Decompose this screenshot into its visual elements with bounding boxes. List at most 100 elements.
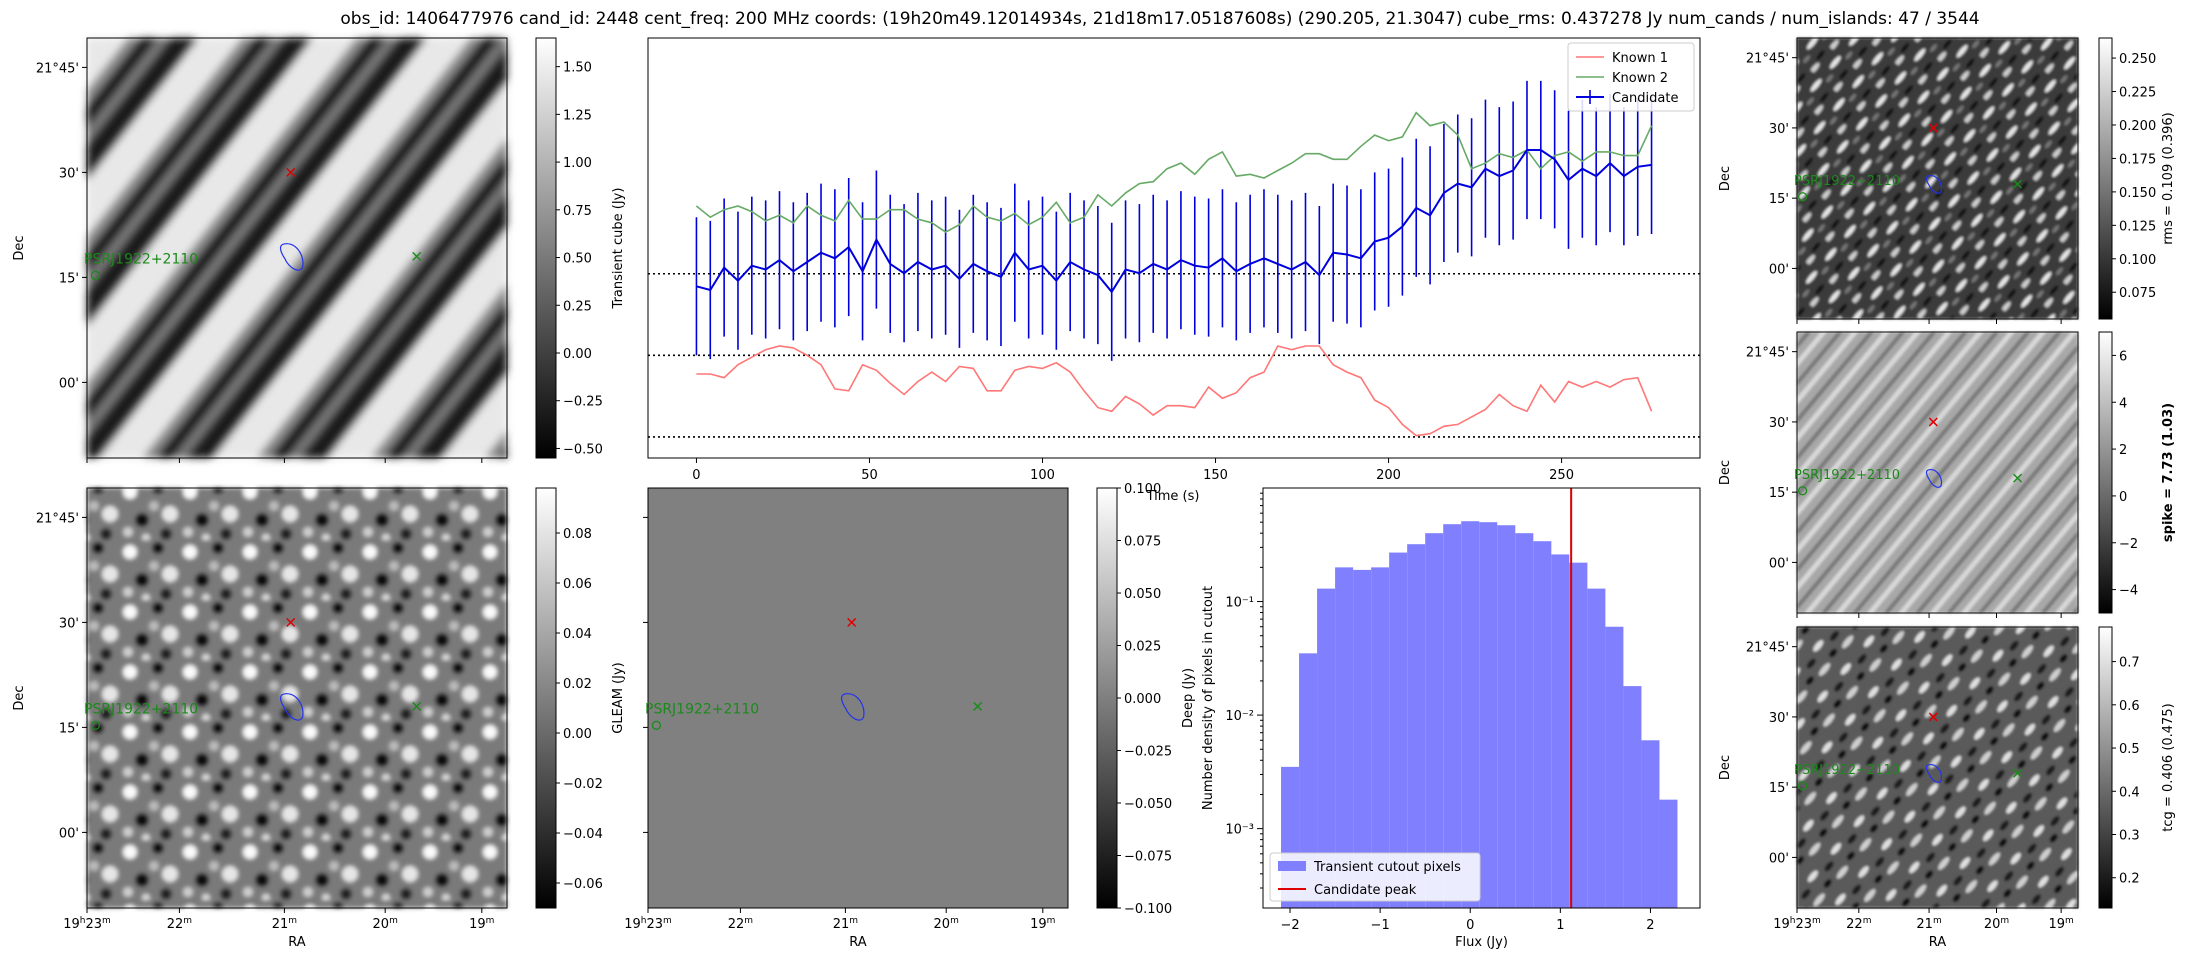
colorbar [2098, 37, 2113, 320]
histogram-bar [1461, 521, 1480, 908]
colorbar-tick-label: 0.2 [2119, 872, 2140, 887]
flux-histogram-chart: −2 −1 0 1 2 10⁻¹ 10⁻² 10⁻³ Flux (Jy) Number densi… [1201, 487, 1701, 950]
colorbar-tick-label: 0.100 [1124, 482, 1161, 497]
ra-tick-label: 22m [167, 916, 192, 932]
y-axis-label: Transient cube (Jy) [611, 188, 626, 310]
psr-source-label: PSRJ1922+2110 [1794, 174, 1900, 189]
known-source-green-x [2013, 768, 2023, 778]
dec-axis-label: Dec [12, 685, 27, 710]
colorbar-tick-label: 4 [2119, 396, 2127, 411]
colorbar-tick-label: 0.06 [563, 577, 592, 592]
ra-tick-label: 21m [833, 916, 858, 932]
ra-tick-label: 20m [373, 916, 398, 932]
psr-source-label: PSRJ1922+2110 [645, 701, 759, 717]
histogram-bar [1605, 626, 1624, 908]
x-tick-label: 0 [692, 468, 700, 483]
colorbar-tick-label: 0.050 [1124, 587, 1161, 602]
dec-axis-label: Dec [1718, 166, 1733, 191]
colorbar [535, 37, 557, 459]
image-frame [1796, 37, 2079, 320]
colorbar-tick-label: −0.100 [1124, 902, 1172, 917]
figure-title: obs_id: 1406477976 cand_id: 2448 cent_fr… [340, 9, 1979, 29]
legend-label: Known 1 [1612, 51, 1668, 66]
dec-tick-label: 30' [1769, 416, 1789, 431]
ra-tick-label: 20m [1984, 916, 2009, 932]
colorbar-tick-label: 1.25 [563, 108, 592, 123]
colorbar-tick-label: −0.06 [563, 877, 603, 892]
colorbar-tick-label: 2 [2119, 443, 2127, 458]
dec-tick-label: 15' [1769, 781, 1789, 796]
x-tick-label: 1 [1556, 918, 1564, 933]
candidate-island-contour [840, 693, 865, 721]
dec-tick-label: 15' [59, 271, 79, 286]
known-source-green-x [2013, 179, 2023, 189]
series-line-candidate [696, 149, 1652, 294]
ra-axis-label: RA [1929, 935, 1947, 950]
ra-tick-label: 19m [469, 916, 494, 932]
histogram-bar [1551, 554, 1570, 908]
image-panel-spike-overlay: PSRJ1922+2110 21°45' 30' 15' 00' Dec 6 4 2 0 −2 −4 s… [1718, 331, 2176, 618]
colorbar-tick-label: 0.075 [1124, 535, 1161, 550]
colorbar-label-spike: spike = 7.73 (1.03) [2161, 403, 2176, 542]
ra-tick-label: 19h23m [63, 916, 111, 932]
x-axis-label: Flux (Jy) [1455, 935, 1508, 950]
x-axis-label: Time (s) [1146, 489, 1200, 504]
colorbar-tick-label: 0.4 [2119, 785, 2140, 800]
dec-tick-label: 00' [1769, 262, 1789, 277]
colorbar-tick-label: 0.025 [1124, 640, 1161, 655]
colorbar-tick-label: 0.225 [2119, 86, 2156, 101]
x-tick-label: 250 [1549, 468, 1574, 483]
dec-tick-label: 21°45' [1746, 52, 1789, 67]
histogram-bar [1371, 567, 1390, 908]
histogram-bar [1587, 588, 1606, 908]
psr-green-circle [1797, 781, 1808, 791]
image-frame [1796, 331, 2079, 614]
image-frame [86, 37, 508, 459]
x-tick-label: 0 [1466, 918, 1474, 933]
legend-label: Candidate [1612, 91, 1678, 106]
image-frame [1796, 626, 2079, 909]
histogram-bar [1659, 799, 1678, 908]
colorbar-tick-label: −0.25 [563, 395, 603, 410]
ra-tick-label: 21m [1916, 916, 1941, 932]
candidate-island-contour [1925, 469, 1943, 488]
candidate-position-red-x [286, 617, 296, 627]
histogram-bar [1533, 541, 1552, 908]
dec-axis-label: Dec [1718, 755, 1733, 780]
dec-axis-label: Dec [12, 235, 27, 260]
dec-tick-label: 30' [1769, 711, 1789, 726]
dec-tick-label: 21°45' [1746, 346, 1789, 361]
colorbar-tick-label: −0.02 [563, 777, 603, 792]
dec-tick-label: 21°45' [1746, 641, 1789, 656]
psr-green-circle [1797, 486, 1808, 496]
x-tick-label: 50 [861, 468, 878, 483]
legend: Transient cutout pixels Candidate peak [1269, 852, 1481, 902]
ra-tick-label: 22m [1846, 916, 1871, 932]
colorbar-tick-label: 0 [2119, 490, 2127, 505]
dec-tick-label: 15' [59, 721, 79, 736]
colorbar-tick-label: 0.7 [2119, 656, 2140, 671]
candidate-island-contour [279, 693, 304, 721]
legend: Known 1 Known 2 Candidate [1567, 42, 1695, 112]
colorbar-tick-label: 1.50 [563, 61, 592, 76]
candidate-island-contour [279, 243, 304, 271]
ra-tick-label: 20m [934, 916, 959, 932]
histogram-bar [1407, 544, 1426, 908]
colorbar-label-deep: Deep (Jy) [1181, 668, 1196, 728]
dec-tick-label: 15' [1769, 192, 1789, 207]
image-panel-cube_mean-overlay: PSRJ1922+2110 21°45' 30' 15' 00' Dec 1.50 1.25 1… [12, 37, 603, 463]
candidate-island-contour [1925, 764, 1943, 783]
histogram-bar [1335, 567, 1354, 908]
dec-tick-label: 30' [59, 616, 79, 631]
ra-tick-label: 22m [728, 916, 753, 932]
psr-green-circle [1797, 192, 1808, 202]
colorbar-tick-label: −4 [2119, 584, 2138, 599]
series-line-known-2 [695, 111, 1653, 234]
colorbar-tick-label: 0.25 [563, 299, 592, 314]
colorbar-tick-label: −0.04 [563, 827, 603, 842]
ra-axis-label: RA [849, 935, 867, 950]
colorbar [535, 487, 557, 909]
colorbar-tick-label: 0.50 [563, 252, 592, 267]
colorbar-tick-label: 0.04 [563, 627, 592, 642]
image-panel-deep-overlay: PSRJ1922+2110 19h23m 22m 21m 20m 19m 21°45' 30'… [12, 487, 1196, 950]
